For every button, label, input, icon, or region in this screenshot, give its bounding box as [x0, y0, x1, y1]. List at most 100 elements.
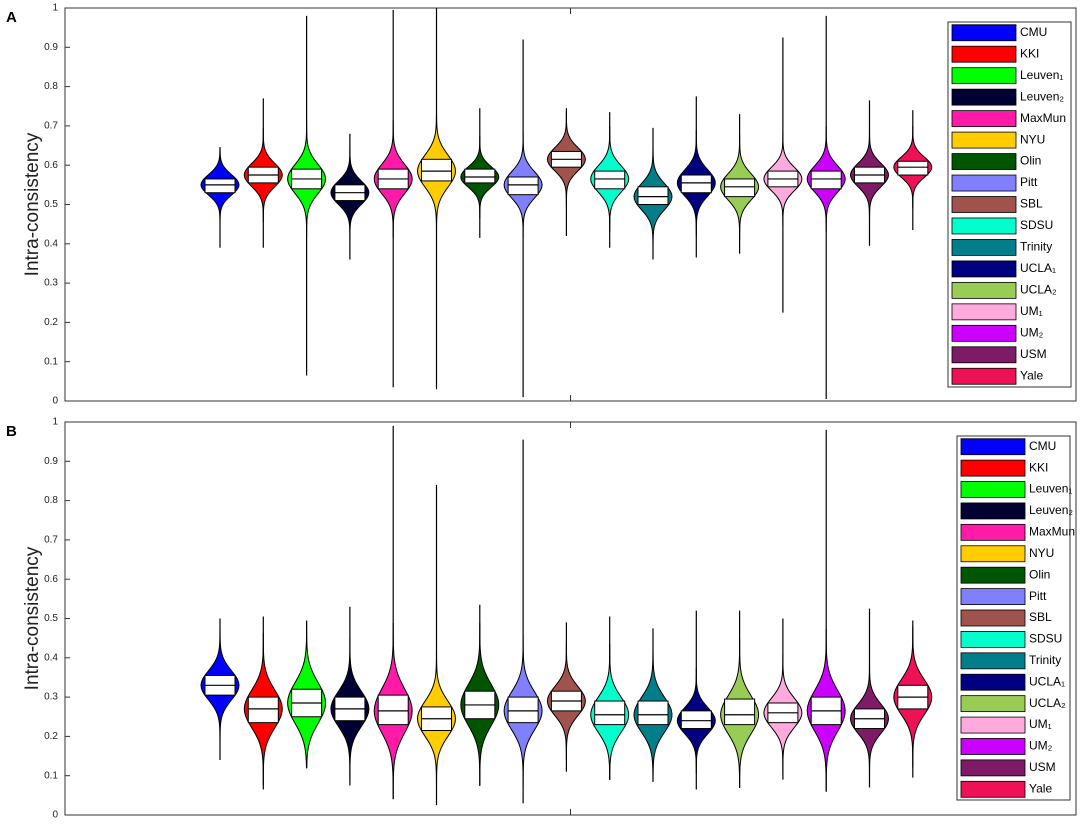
legend-label: UCLA₂	[1020, 283, 1057, 297]
legend-swatch	[960, 523, 1026, 541]
legend-label: SBL	[1029, 610, 1052, 624]
legend-swatch	[960, 716, 1026, 734]
legend-swatch	[951, 88, 1017, 106]
legend-swatch	[960, 502, 1026, 520]
y-tick-label: 0.3	[44, 692, 58, 703]
legend-label: NYU	[1020, 132, 1045, 146]
legend-swatch	[951, 110, 1017, 128]
legend-swatch	[951, 346, 1017, 364]
box	[810, 170, 842, 190]
y-tick-label: 0.4	[44, 652, 58, 663]
y-axis-label: Intra-consistency	[22, 546, 43, 690]
legend-label: Pitt	[1020, 175, 1038, 189]
legend-label: UCLA₁	[1020, 261, 1056, 275]
legend-label: Olin	[1029, 567, 1050, 581]
box	[204, 178, 236, 194]
legend-swatch	[960, 459, 1026, 477]
legend-swatch	[951, 24, 1017, 42]
y-tick-label: 0.1	[44, 770, 58, 781]
y-axis-label: Intra-consistency	[22, 132, 43, 276]
legend-label: KKI	[1020, 46, 1039, 60]
legend-swatch	[960, 695, 1026, 713]
legend-swatch	[960, 545, 1026, 563]
legend-label: SDSU	[1020, 218, 1053, 232]
legend-swatch	[951, 153, 1017, 170]
legend-label: UCLA₁	[1029, 674, 1065, 688]
y-tick-label: 0.7	[44, 121, 58, 132]
panel-label: B	[6, 423, 17, 440]
box	[637, 700, 669, 726]
legend-label: UM₂	[1029, 739, 1053, 753]
box	[724, 698, 756, 726]
box	[897, 160, 929, 176]
legend-label: Pitt	[1029, 589, 1047, 603]
legend-swatch	[960, 780, 1026, 798]
legend-swatch	[951, 303, 1017, 321]
legend-swatch	[960, 738, 1026, 755]
y-tick-label: 0.2	[44, 731, 58, 742]
legend-swatch	[960, 438, 1026, 456]
legend-label: Olin	[1020, 154, 1041, 168]
box	[247, 696, 279, 724]
legend-label: Leuven₂	[1020, 89, 1064, 103]
legend-swatch	[951, 131, 1017, 149]
legend-label: CMU	[1020, 25, 1047, 39]
y-tick-label: 1	[52, 417, 58, 428]
box	[507, 696, 539, 724]
legend-label: SDSU	[1029, 632, 1062, 646]
panel-label: A	[6, 9, 17, 26]
legend-swatch	[960, 759, 1026, 777]
legend-label: UM₁	[1020, 304, 1043, 318]
box	[724, 178, 756, 198]
y-tick-label: 0.5	[44, 613, 58, 624]
legend-swatch	[951, 45, 1017, 63]
legend-swatch	[960, 652, 1026, 670]
y-tick-label: 0	[52, 396, 58, 407]
y-tick-label: 0.8	[44, 81, 58, 92]
legend-swatch	[951, 281, 1017, 299]
y-tick-label: 1	[52, 3, 58, 14]
legend-label: SBL	[1020, 197, 1043, 211]
box	[594, 700, 626, 726]
box	[637, 186, 669, 206]
legend-label: Leuven₁	[1020, 68, 1063, 82]
legend-label: USM	[1029, 760, 1056, 774]
y-tick-label: 0.4	[44, 238, 58, 249]
legend-swatch	[951, 174, 1017, 192]
legend-label: Yale	[1029, 781, 1052, 795]
legend-label: UCLA₂	[1029, 696, 1066, 710]
legend-label: UM₁	[1029, 717, 1052, 731]
y-tick-label: 0.7	[44, 535, 58, 546]
legend-swatch	[960, 566, 1026, 584]
legend-label: USM	[1020, 347, 1047, 361]
box	[507, 176, 539, 196]
box	[377, 694, 409, 726]
y-tick-label: 0.3	[44, 278, 58, 289]
legend-swatch	[951, 260, 1017, 278]
y-tick-label: 0.1	[44, 356, 58, 367]
y-tick-label: 0.5	[44, 199, 58, 210]
legend-swatch	[951, 239, 1017, 256]
y-tick-label: 0.6	[44, 160, 58, 171]
legend-label: Yale	[1020, 368, 1043, 382]
legend-swatch	[951, 196, 1017, 213]
box	[680, 710, 712, 730]
legend-label: Leuven₁	[1029, 482, 1072, 496]
legend-swatch	[951, 324, 1017, 342]
legend-swatch	[951, 367, 1017, 385]
legend-label: MaxMun	[1020, 111, 1066, 125]
legend-swatch	[960, 609, 1026, 627]
box	[421, 158, 452, 182]
plot-frame	[64, 421, 1077, 816]
legend-swatch	[960, 631, 1026, 648]
legend-label: Trinity	[1020, 240, 1052, 254]
legend-label: UM₂	[1020, 325, 1044, 339]
legend-swatch	[960, 588, 1026, 605]
legend-label: MaxMun	[1029, 525, 1075, 539]
legend-swatch	[960, 481, 1026, 498]
box	[594, 170, 626, 190]
y-tick-label: 0.9	[44, 42, 58, 53]
legend-label: KKI	[1029, 460, 1048, 474]
y-tick-label: 0.6	[44, 574, 58, 585]
legend-swatch	[960, 673, 1026, 691]
